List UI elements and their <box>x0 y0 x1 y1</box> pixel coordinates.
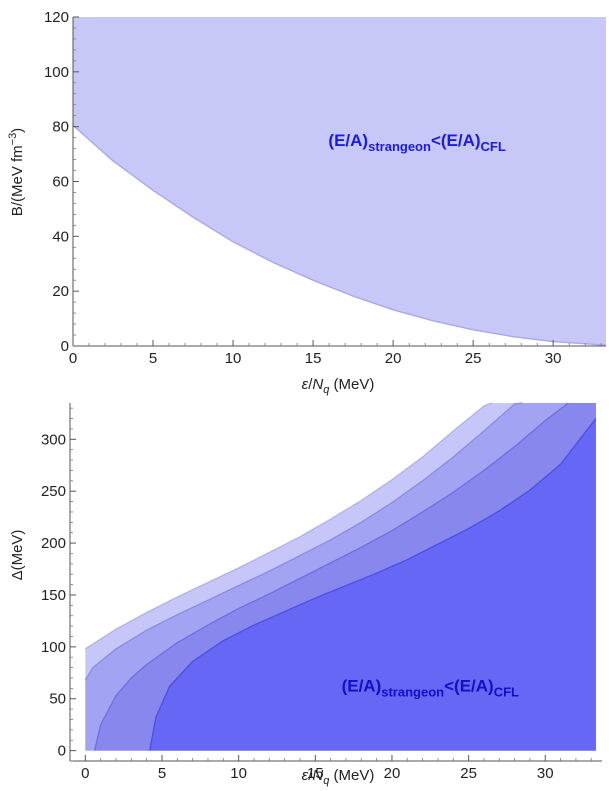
x-tick-label: 0 <box>81 765 89 782</box>
x-tick-label: 20 <box>385 350 402 367</box>
top-x-axis: 0 5 10 15 20 25 30 <box>69 340 606 367</box>
y-tick-label: 80 <box>52 119 69 136</box>
y-label-main: B/(MeV fm <box>9 145 26 216</box>
bottom-x-axis-label: ε/Nq (MeV) <box>302 767 375 787</box>
y-tick-label: 150 <box>41 587 66 604</box>
annotation-sub-strangeon: strangeon <box>381 684 444 699</box>
x-label-unit: (MeV) <box>329 767 374 784</box>
x-label-n: N <box>312 376 323 393</box>
y-tick-label: 60 <box>52 174 69 191</box>
x-tick-label: 5 <box>158 765 166 782</box>
region-boundary <box>72 124 607 346</box>
x-tick-label: 5 <box>149 350 157 367</box>
x-label-unit: (MeV) <box>329 376 374 393</box>
y-tick-label: 40 <box>52 228 69 245</box>
x-tick-label: 15 <box>305 350 322 367</box>
y-label-sup: −3 <box>7 133 19 146</box>
bottom-y-axis: 0 50 100 150 200 250 300 <box>41 403 76 762</box>
annotation-main: (E/A) <box>328 131 368 150</box>
x-tick-label: 20 <box>384 765 401 782</box>
annotation-sub-cfl: CFL <box>481 139 506 154</box>
bottom-annotation: (E/A)strangeon<(E/A)CFL <box>342 676 519 699</box>
annotation-main-cfl: (E/A) <box>454 676 494 695</box>
y-tick-label: 20 <box>52 283 69 300</box>
annotation-sub-strangeon: strangeon <box>368 139 431 154</box>
annotation-less-than: < <box>444 676 454 695</box>
x-label-epsilon: ε <box>302 376 309 393</box>
x-label-epsilon: ε <box>302 767 309 784</box>
x-tick-label: 25 <box>460 765 477 782</box>
bottom-x-axis: 0 5 10 15 20 25 30 <box>69 755 602 782</box>
y-tick-label: 0 <box>58 743 66 760</box>
y-tick-label: 250 <box>41 483 66 500</box>
x-label-n: N <box>312 767 323 784</box>
top-x-axis-label: ε/Nq (MeV) <box>302 376 375 396</box>
y-label-main: Δ(MeV) <box>9 530 26 581</box>
bottom-chart-fill-layer <box>84 402 597 751</box>
x-label-sub-q: q <box>323 384 330 396</box>
region-fill-level-4 <box>149 403 596 751</box>
region-boundary-level-3 <box>93 402 569 751</box>
top-y-axis: 0 20 40 60 80 100 120 <box>44 9 79 355</box>
annotation-main-cfl: (E/A) <box>441 131 481 150</box>
x-label-sub-q: q <box>323 775 330 787</box>
x-tick-label: 15 <box>307 765 324 782</box>
x-label-slash: / <box>308 376 313 393</box>
x-tick-label: 25 <box>465 350 482 367</box>
x-tick-label: 10 <box>225 350 242 367</box>
y-tick-label: 100 <box>44 64 69 81</box>
y-tick-label: 100 <box>41 639 66 656</box>
x-tick-label: 30 <box>537 765 554 782</box>
x-tick-label: 30 <box>545 350 562 367</box>
x-tick-label: 10 <box>230 765 247 782</box>
region-fill <box>73 17 606 346</box>
annotation-main: (E/A) <box>342 676 382 695</box>
y-tick-label: 0 <box>61 338 69 355</box>
y-label-close: ) <box>9 128 26 133</box>
top-chart-fill-layer <box>72 17 607 346</box>
y-tick-label: 120 <box>44 9 69 26</box>
region-boundary-level-2 <box>84 402 523 681</box>
region-boundary-level-4 <box>149 418 597 751</box>
y-tick-label: 300 <box>41 431 66 448</box>
annotation-sub-cfl: CFL <box>494 684 519 699</box>
x-label-slash: / <box>308 767 313 784</box>
bottom-y-axis-label: Δ(MeV) <box>9 530 26 581</box>
y-tick-label: 50 <box>49 691 66 708</box>
region-boundary-level-1 <box>84 402 492 650</box>
y-tick-label: 200 <box>41 535 66 552</box>
top-y-axis-label: B/(MeV fm−3) <box>7 128 26 216</box>
top-annotation: (E/A)strangeon<(E/A)CFL <box>328 131 505 154</box>
x-tick-label: 0 <box>69 350 77 367</box>
annotation-less-than: < <box>431 131 441 150</box>
